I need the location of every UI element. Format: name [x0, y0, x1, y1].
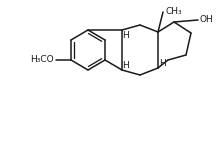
Text: H: H: [122, 31, 128, 39]
Text: OH: OH: [200, 16, 214, 24]
Text: H: H: [122, 60, 128, 70]
Text: H₃CO: H₃CO: [30, 55, 54, 65]
Text: CH₃: CH₃: [165, 7, 182, 17]
Text: H: H: [160, 58, 166, 68]
